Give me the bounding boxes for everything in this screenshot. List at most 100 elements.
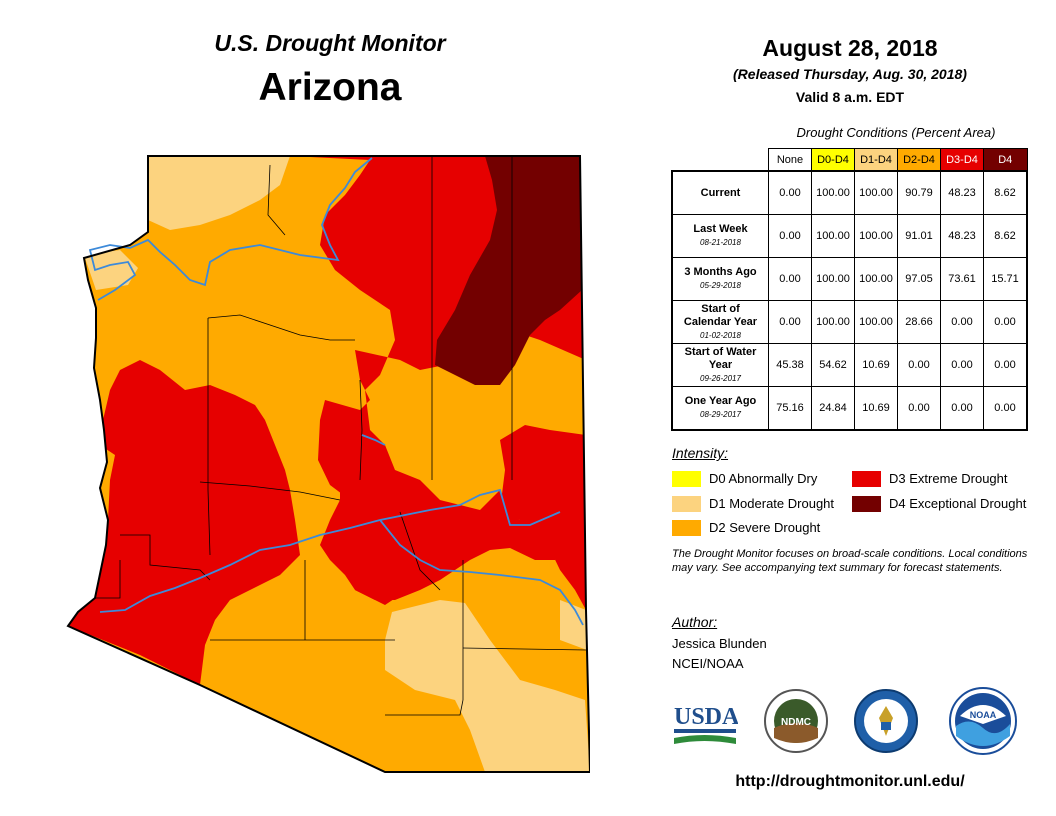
table-row: Last Week 08-21-2018 0.00 100.00 100.00 91.01… (671, 214, 1028, 258)
noaa-logo-text: NOAA (970, 710, 997, 720)
county-line (399, 511, 441, 591)
county-line (95, 560, 121, 599)
col-header-none: None (768, 148, 812, 172)
map-title: U.S. Drought Monitor (214, 30, 446, 56)
commerce-seal-logo (854, 689, 918, 753)
table-cell: 0.00 (768, 257, 812, 301)
legend-swatch (672, 496, 701, 512)
arizona-drought-map (66, 155, 590, 773)
table-row: Current 0.00 100.00 100.00 90.79 48.23 8.62 (671, 170, 1028, 215)
table-cell: 73.61 (940, 257, 984, 301)
ndmc-logo-text: NDMC (781, 717, 811, 728)
county-line (207, 318, 211, 556)
d3-south-central-area (320, 470, 560, 600)
row-date: 09-26-2017 (700, 373, 741, 383)
table-row: 3 Months Ago 05-29-2018 0.00 100.00 100.00 97… (671, 257, 1028, 301)
release-date: (Released Thursday, Aug. 30, 2018) (733, 66, 967, 82)
row-date: 08-29-2017 (700, 410, 741, 419)
table-cell: 0.00 (983, 343, 1028, 387)
row-label: One Year Ago 08-29-2017 (671, 386, 769, 431)
table-cell: 10.69 (854, 386, 898, 431)
county-line (199, 481, 341, 501)
table-cell: 8.62 (983, 170, 1028, 215)
d1-north-area (148, 156, 290, 230)
table-cell: 0.00 (768, 300, 812, 344)
county-line (359, 379, 363, 481)
table-cell: 0.00 (940, 343, 984, 387)
table-cell: 48.23 (940, 170, 984, 215)
table-header-row: None D0-D4 D1-D4 D2-D4 D3-D4 D4 (672, 148, 1028, 172)
table-cell: 90.79 (897, 170, 941, 215)
legend-item-d3: D3 Extreme Drought (852, 471, 1008, 487)
table-cell: 100.00 (854, 257, 898, 301)
row-label: Start of Water Year 09-26-2017 (671, 343, 769, 387)
table-cell: 0.00 (940, 300, 984, 344)
salt-river (379, 519, 584, 626)
table-cell: 24.84 (811, 386, 855, 431)
row-label-text: 3 Months Ago (684, 266, 757, 278)
table-cell: 8.62 (983, 214, 1028, 258)
legend-item-d2: D2 Severe Drought (672, 520, 820, 536)
noaa-logo: NOAA (949, 687, 1017, 755)
table-cell: 100.00 (811, 170, 855, 215)
legend-title: Intensity: (672, 445, 729, 461)
col-header-d1-d4: D1-D4 (854, 148, 898, 172)
table-cell: 28.66 (897, 300, 941, 344)
colorado-river (88, 157, 373, 301)
table-cell: 75.16 (768, 386, 812, 431)
row-label-text: Start of Calendar Year (683, 302, 758, 328)
table-cell: 54.62 (811, 343, 855, 387)
gila-river (99, 488, 561, 613)
legend-label: D2 Severe Drought (709, 520, 821, 535)
table-cell: 45.38 (768, 343, 812, 387)
state-boundary (66, 155, 590, 773)
map-date: August 28, 2018 (762, 35, 938, 61)
row-label: Last Week 08-21-2018 (671, 214, 769, 258)
d1-south-area (385, 600, 590, 772)
table-cell: 0.00 (983, 300, 1028, 344)
legend-swatch (672, 471, 701, 487)
county-line (385, 699, 464, 716)
usda-logo: USDA (674, 704, 738, 744)
row-label-text: One Year Ago (684, 395, 757, 407)
table-cell: 48.23 (940, 214, 984, 258)
col-header-d3-d4: D3-D4 (940, 148, 984, 172)
d1-southeast-area (560, 600, 587, 650)
table-row: One Year Ago 08-29-2017 75.16 24.84 10.69 0.0… (671, 386, 1028, 431)
row-date: 08-21-2018 (700, 238, 741, 247)
author-org: NCEI/NOAA (672, 656, 744, 671)
table-cell: 10.69 (854, 343, 898, 387)
legend-item-d4: D4 Exceptional Drought (852, 496, 1026, 512)
table-cell: 0.00 (768, 214, 812, 258)
legend-item-d0: D0 Abnormally Dry (672, 471, 817, 487)
valid-time: Valid 8 a.m. EDT (795, 89, 905, 105)
county-line (462, 647, 587, 651)
verde-river (361, 434, 386, 446)
table-cell: 97.05 (897, 257, 941, 301)
table-cell: 0.00 (983, 386, 1028, 431)
row-label: 3 Months Ago 05-29-2018 (671, 257, 769, 301)
header-blank-cell (672, 149, 769, 172)
table-cell: 0.00 (940, 386, 984, 431)
table-cell: 100.00 (811, 300, 855, 344)
col-header-d2-d4: D2-D4 (897, 148, 941, 172)
legend-swatch (852, 471, 881, 487)
row-date: 01-02-2018 (700, 330, 741, 340)
table-cell: 0.00 (897, 386, 941, 431)
legend-label: D3 Extreme Drought (889, 471, 1008, 486)
drought-conditions-table: None D0-D4 D1-D4 D2-D4 D3-D4 D4 Current 0… (671, 148, 1028, 431)
d1-northwest-area (84, 250, 138, 290)
state-name: Arizona (258, 66, 402, 109)
author-name: Jessica Blunden (672, 636, 767, 651)
table-cell: 100.00 (811, 214, 855, 258)
county-lines (95, 156, 587, 716)
legend-swatch (852, 496, 881, 512)
author-title: Author: (672, 614, 718, 630)
table-cell: 0.00 (768, 170, 812, 215)
table-cell: 100.00 (854, 214, 898, 258)
d4-northeast-area (435, 156, 582, 385)
usda-logo-text: USDA (674, 704, 738, 730)
table-cell: 100.00 (811, 257, 855, 301)
website-link[interactable]: http://droughtmonitor.unl.edu/ (735, 773, 965, 790)
row-label-text: Start of Water Year (684, 345, 757, 371)
